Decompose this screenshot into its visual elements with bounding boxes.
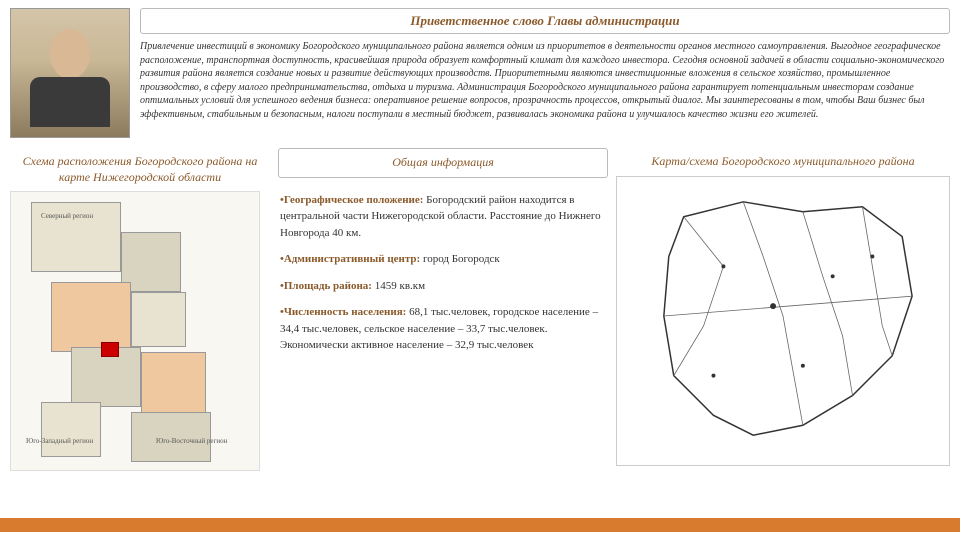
map-label-north: Северный регион	[41, 212, 93, 220]
info-list: •Географическое положение: Богородский р…	[278, 186, 608, 370]
left-title: Схема расположения Богородского района н…	[10, 148, 270, 191]
header-section: Приветственное слово Главы администрации…	[0, 0, 960, 142]
info-item: •Численность населения: 68,1 тыс.человек…	[280, 304, 606, 354]
map-label-sw: Юго-Западный регион	[26, 437, 93, 445]
footer-bar	[0, 518, 960, 532]
head-portrait	[10, 8, 130, 138]
mid-title: Общая информация	[278, 148, 608, 178]
info-item: •Географическое положение: Богородский р…	[280, 192, 606, 242]
info-item: •Площадь района: 1459 кв.км	[280, 278, 606, 295]
highlighted-district	[101, 342, 119, 357]
map-label-se: Юго-Восточный регион	[156, 437, 227, 445]
left-column: Схема расположения Богородского района н…	[10, 148, 270, 471]
right-title: Карта/схема Богородского муниципального …	[616, 148, 950, 176]
right-column: Карта/схема Богородского муниципального …	[616, 148, 950, 471]
info-item: •Административный центр: город Богородск	[280, 251, 606, 268]
header-title: Приветственное слово Главы администрации	[140, 8, 950, 34]
header-body: Привлечение инвестиций в экономику Богор…	[140, 40, 950, 121]
columns: Схема расположения Богородского района н…	[0, 142, 960, 471]
header-content: Приветственное слово Главы администрации…	[140, 8, 950, 138]
region-map: Северный регион Юго-Западный регион Юго-…	[10, 191, 260, 471]
district-map	[616, 176, 950, 466]
mid-column: Общая информация •Географическое положен…	[278, 148, 608, 471]
